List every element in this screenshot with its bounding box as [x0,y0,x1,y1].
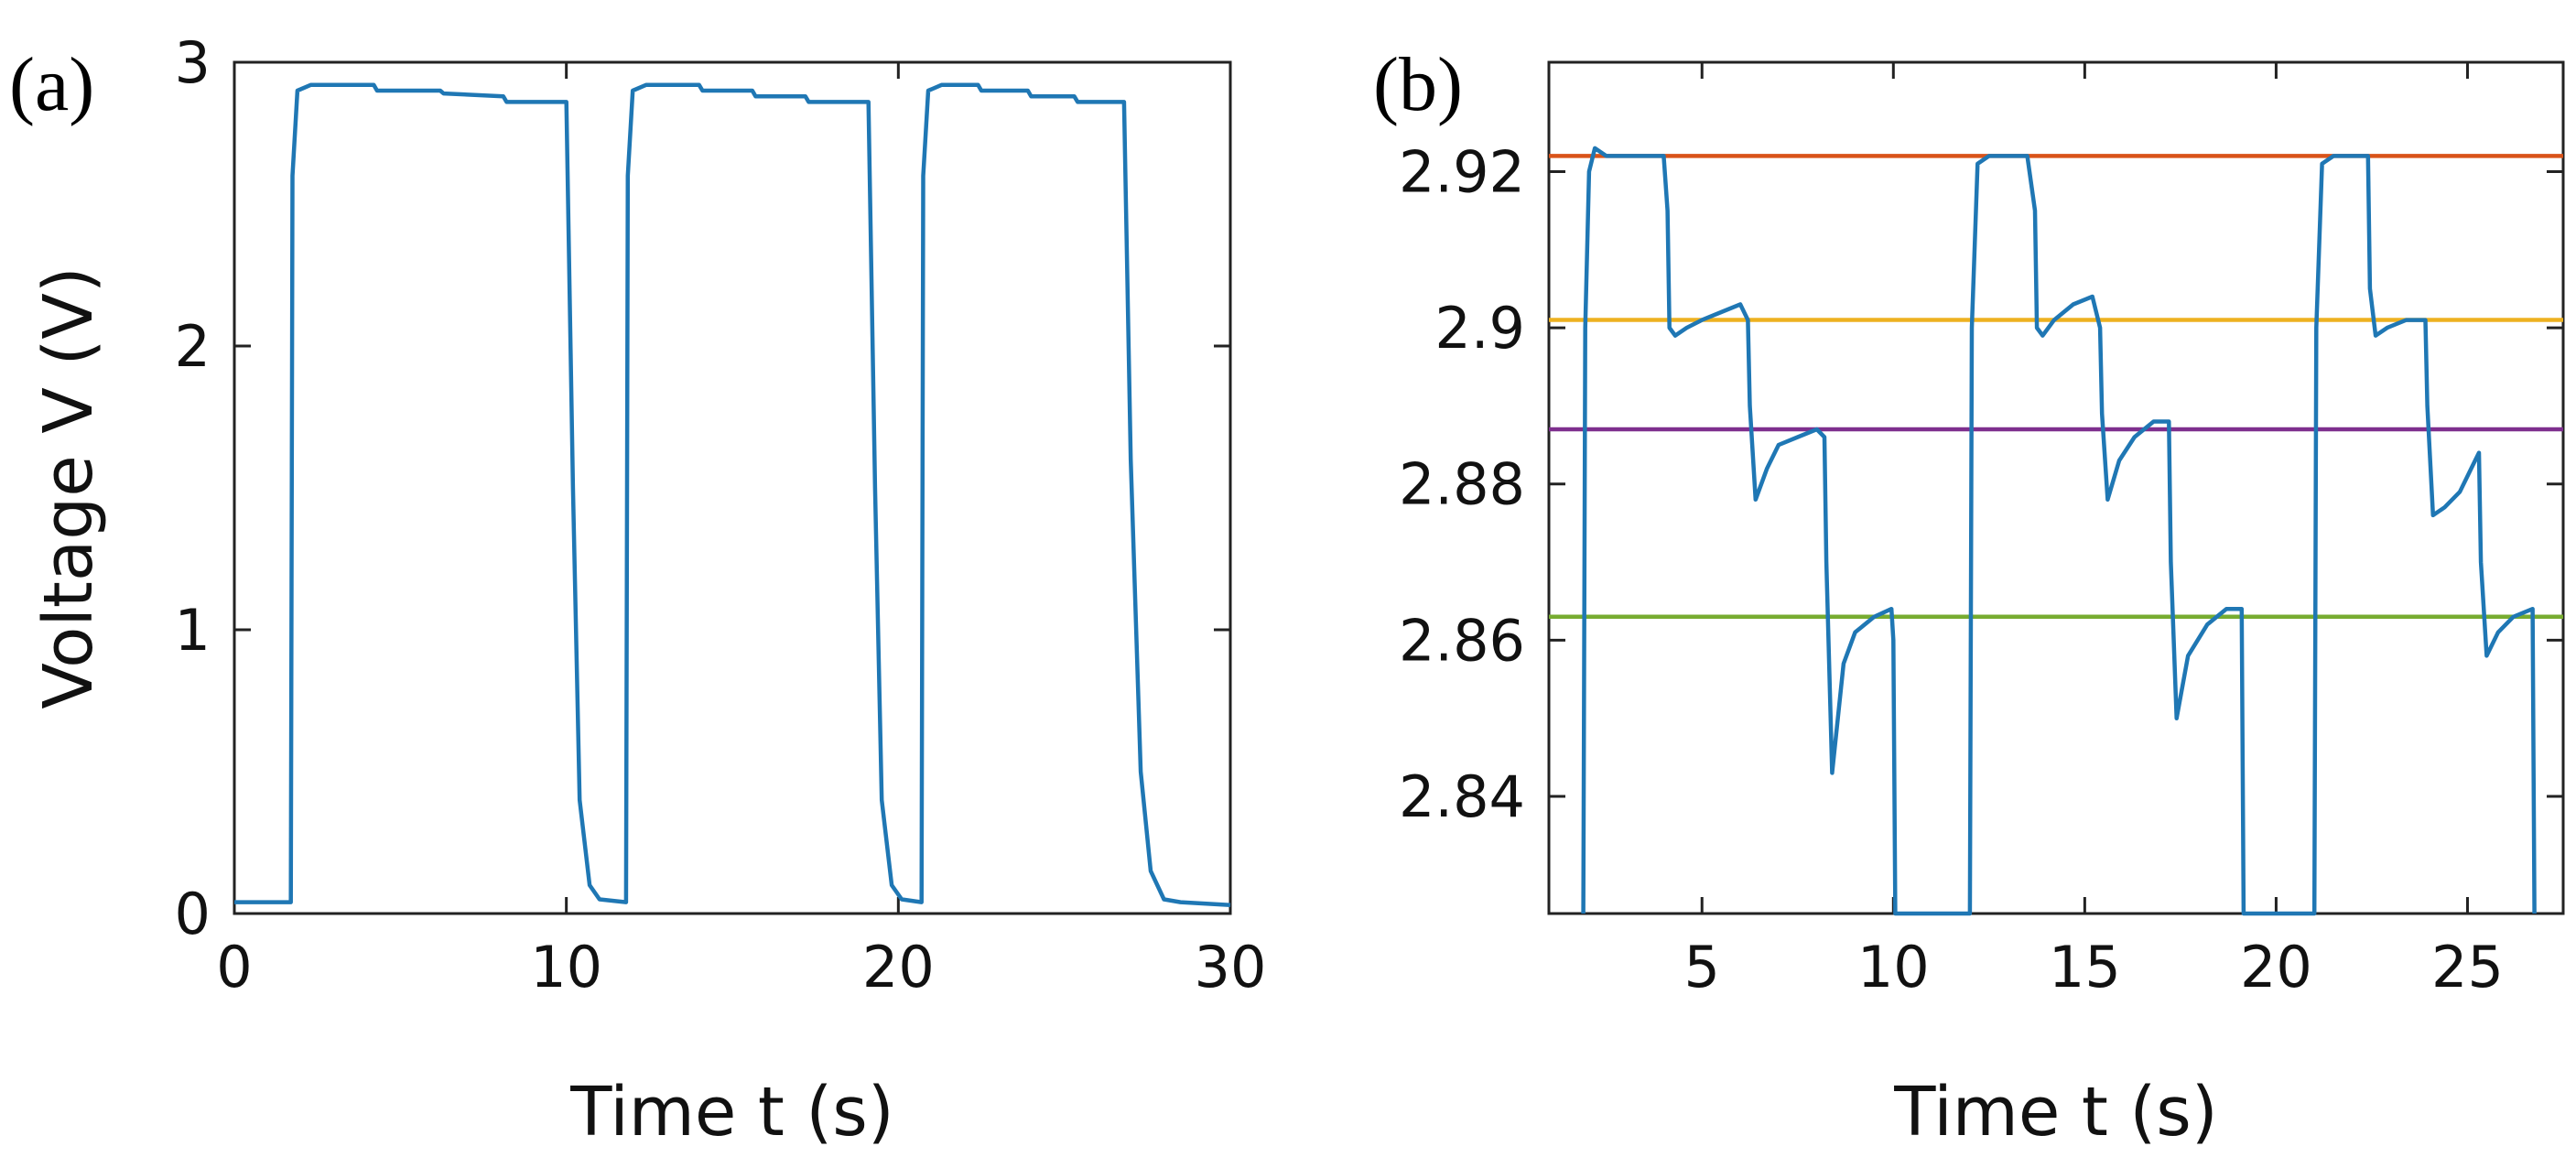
panel-b-x-axis-label: Time t (s) [1893,1073,2217,1152]
panel-b-letter: (b) [1373,42,1463,127]
y-tick-label: 1 [175,597,211,664]
x-tick-label: 25 [2431,934,2504,1000]
x-tick-label: 20 [862,934,935,1000]
y-tick-label: 3 [175,29,211,96]
panel-a-x-axis-label: Time t (s) [569,1073,893,1152]
panel-a-plot-frame [233,60,1232,915]
panel-a-tick-labels: 0 10 20 30 0 1 2 3 [175,29,1267,1000]
x-tick-label: 10 [530,934,602,1000]
panel-a-voltage-line [234,82,1231,907]
y-tick-label: 2.86 [1399,607,1525,674]
x-tick-label: 0 [216,934,252,1000]
y-tick-label: 2 [175,313,211,380]
y-tick-label: 2.88 [1399,451,1525,518]
panel-b-chart: (b) 5 10 15 20 25 2.84 2.86 2.88 2.9 2.92 Time t … [1373,42,2565,1152]
y-tick-label: 0 [175,881,211,947]
x-tick-label: 5 [1684,934,1720,1000]
y-tick-label: 2.84 [1399,763,1525,830]
y-tick-label: 2.92 [1399,138,1525,205]
panel-a-y-axis-label: Voltage V (V) [29,266,108,709]
x-tick-label: 30 [1195,934,1267,1000]
panel-b-reference-lines [1549,154,2563,620]
panel-a-letter: (a) [9,42,94,127]
x-tick-label: 20 [2240,934,2312,1000]
panel-b-plot-frame [1547,60,2565,915]
panel-b-voltage-line [1581,146,2537,916]
y-tick-label: 2.9 [1434,295,1525,362]
panel-a-chart: (a) 0 10 20 30 0 1 2 3 Time t (s) Voltage V (V) [9,29,1266,1152]
panel-b-ticks [1549,62,2563,914]
panel-a-ticks [233,60,1232,915]
x-tick-label: 10 [1857,934,1930,1000]
x-tick-label: 15 [2049,934,2121,1000]
panel-b-tick-labels: 5 10 15 20 25 2.84 2.86 2.88 2.9 2.92 [1399,138,2504,1000]
